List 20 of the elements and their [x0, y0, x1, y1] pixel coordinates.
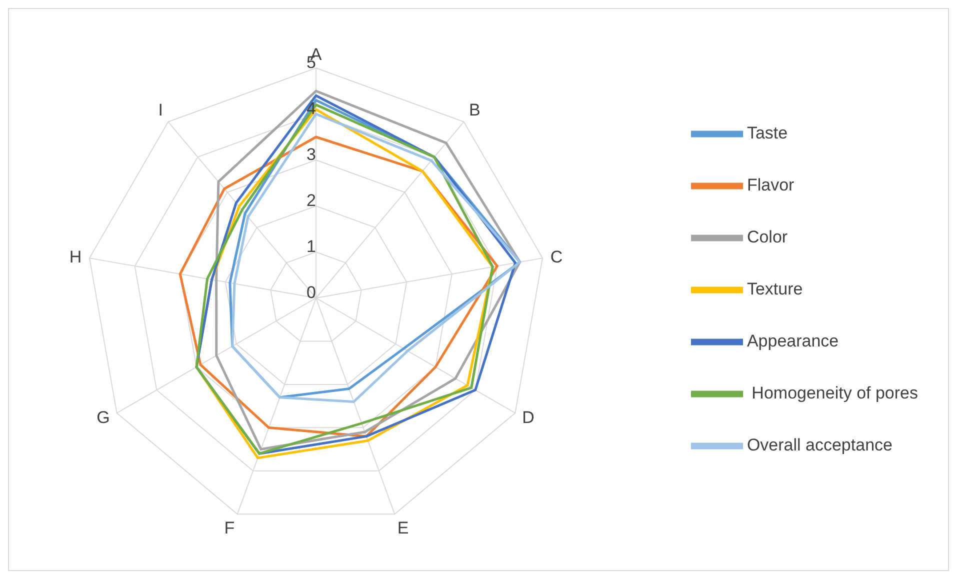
legend-label: Taste	[746, 122, 788, 142]
legend-label: Color	[746, 226, 788, 246]
spoke-label: H	[69, 248, 82, 267]
spoke-label: C	[550, 248, 563, 267]
y-tick-label: 0	[306, 283, 316, 302]
spoke-label: F	[224, 518, 235, 538]
legend-label: Flavor	[746, 174, 794, 194]
spoke-label: I	[158, 100, 164, 120]
y-tick-label: 4	[306, 99, 316, 118]
y-tick-label: 2	[306, 191, 316, 210]
spoke-label: E	[397, 518, 409, 538]
y-tick-label: 1	[306, 237, 316, 256]
legend-label: Overall acceptance	[746, 434, 892, 454]
spoke-label: D	[522, 408, 534, 428]
legend-label: Homogeneity of pores	[750, 382, 918, 402]
spoke-label: G	[96, 408, 110, 428]
legend-label: Appearance	[746, 330, 839, 350]
spoke-label: B	[468, 100, 480, 120]
legend-label: Texture	[746, 278, 803, 298]
y-tick-label: 3	[306, 145, 316, 164]
